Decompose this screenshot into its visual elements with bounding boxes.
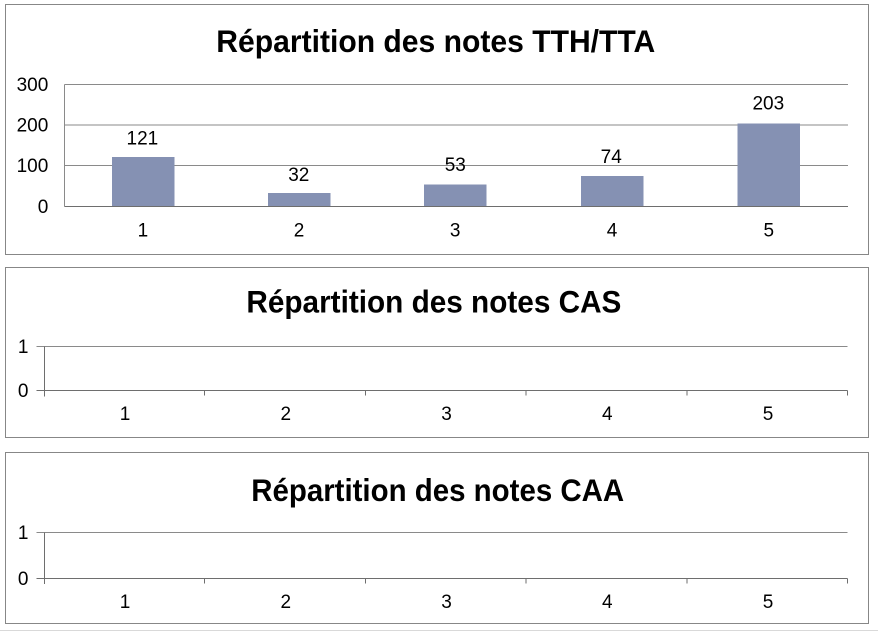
svg-text:2: 2 [281, 404, 292, 425]
svg-text:100: 100 [17, 156, 49, 177]
svg-text:1: 1 [138, 221, 149, 242]
svg-text:Répartition des notes CAA: Répartition des notes CAA [251, 472, 624, 508]
svg-text:300: 300 [17, 75, 49, 96]
svg-text:0: 0 [18, 381, 29, 402]
svg-text:0: 0 [38, 197, 49, 218]
svg-text:1: 1 [18, 523, 29, 544]
svg-text:1: 1 [120, 404, 131, 425]
svg-text:Répartition des notes TTH/TTA: Répartition des notes TTH/TTA [216, 23, 655, 59]
svg-text:2: 2 [281, 592, 292, 613]
svg-text:32: 32 [288, 165, 309, 186]
svg-text:1: 1 [120, 592, 131, 613]
svg-text:74: 74 [601, 147, 623, 168]
svg-text:5: 5 [763, 404, 774, 425]
svg-text:4: 4 [602, 404, 613, 425]
svg-text:3: 3 [441, 592, 452, 613]
svg-text:4: 4 [602, 592, 613, 613]
svg-text:Répartition des notes CAS: Répartition des notes CAS [246, 283, 621, 319]
svg-text:53: 53 [445, 155, 466, 176]
svg-text:200: 200 [17, 116, 49, 137]
svg-text:3: 3 [450, 221, 461, 242]
svg-text:0: 0 [18, 569, 29, 590]
svg-text:5: 5 [764, 221, 775, 242]
svg-text:121: 121 [127, 129, 159, 150]
svg-text:1: 1 [18, 337, 29, 358]
svg-text:203: 203 [752, 94, 784, 115]
svg-text:4: 4 [607, 221, 618, 242]
svg-text:3: 3 [441, 404, 452, 425]
svg-text:2: 2 [294, 221, 305, 242]
svg-text:5: 5 [763, 592, 774, 613]
